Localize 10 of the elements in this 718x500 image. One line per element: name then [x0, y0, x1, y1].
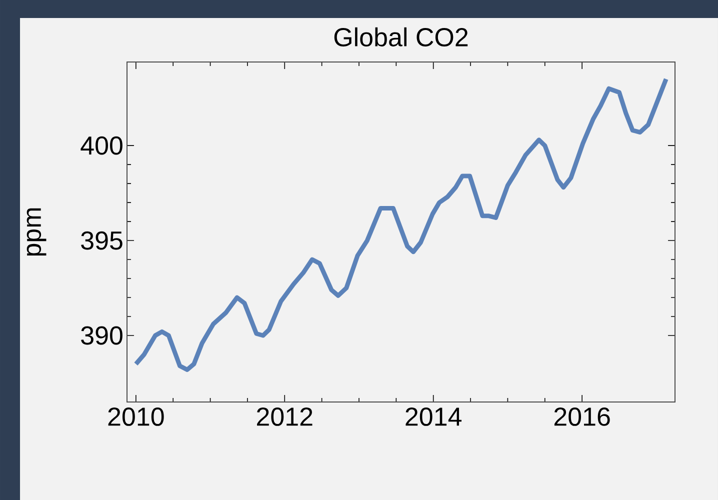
- y-tick-label: 390: [81, 326, 122, 345]
- y-tick-label: 400: [80, 136, 122, 155]
- line-series: [134, 76, 668, 372]
- x-tick-label: 2012: [257, 408, 312, 426]
- x-tick-label: 2010: [108, 408, 164, 426]
- x-tick-label: 2014: [406, 408, 462, 426]
- x-tick-label: 2016: [554, 408, 610, 426]
- y-tick-label: 395: [81, 231, 122, 250]
- chart-title: Global CO2: [334, 27, 468, 46]
- y-axis-title: ppm: [26, 208, 46, 256]
